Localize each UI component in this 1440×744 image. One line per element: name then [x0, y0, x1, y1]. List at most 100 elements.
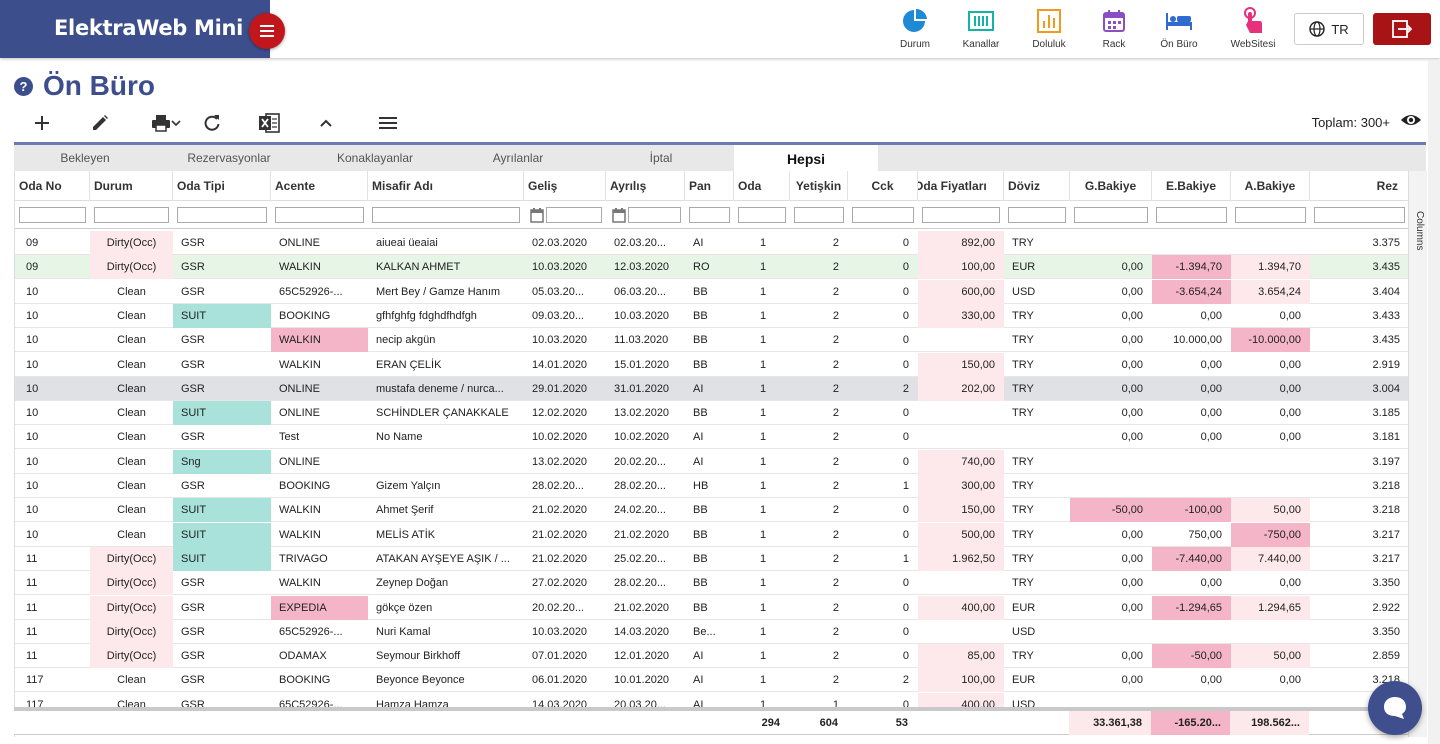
nav-doluluk[interactable]: Doluluk [1017, 6, 1081, 50]
column-filter-input[interactable] [1156, 207, 1227, 223]
table-cell: GSR [181, 650, 205, 663]
nav-websitesi[interactable]: WebSitesi [1221, 6, 1285, 50]
column-header[interactable]: Acente [271, 171, 368, 201]
table-cell: AI [693, 237, 704, 249]
column-header[interactable]: Oda Fiyatları [918, 171, 1004, 201]
calendar-icon[interactable] [612, 207, 626, 223]
column-header[interactable]: A.Bakiye [1231, 171, 1310, 201]
table-cell: 0,00 [1200, 674, 1222, 687]
columns-toggle[interactable]: Columns [1414, 211, 1425, 251]
table-cell: 10 [26, 431, 39, 444]
column-header[interactable]: Pan [685, 171, 734, 201]
table-row[interactable]: 11 Dirty(Occ) GSR WALKIN Zeynep Doğan 27.02.2… [15, 571, 1408, 596]
language-button[interactable]: TR [1294, 13, 1364, 45]
table-row[interactable]: 09 Dirty(Occ) GSR WALKIN KALKAN AHMET 10.03.2… [15, 255, 1408, 280]
column-header[interactable]: Ayrılış [606, 171, 685, 201]
table-cell: 50,00 [1231, 644, 1310, 669]
column-header[interactable]: Oda [734, 171, 790, 201]
table-cell: Clean [117, 309, 146, 322]
main-menu-button[interactable] [249, 13, 285, 49]
edit-button[interactable] [88, 110, 112, 136]
table-row[interactable]: 11 Dirty(Occ) GSR EXPEDIA gökçe özen 20.02.20… [15, 595, 1408, 620]
table-row[interactable]: 10 Clean GSR WALKIN necip akgün 10.03.2020 11.… [15, 328, 1408, 353]
table-cell: Clean [117, 455, 146, 468]
logout-button[interactable] [1373, 13, 1431, 45]
column-header[interactable]: E.Bakiye [1152, 171, 1231, 201]
column-filter-input[interactable] [1074, 207, 1148, 223]
column-header[interactable]: Cck [848, 171, 918, 201]
collapse-button[interactable] [314, 110, 338, 136]
table-row[interactable]: 09 Dirty(Occ) GSR ONLINE aiueai üeaiai 02.03.… [15, 231, 1408, 255]
tab-hepsi[interactable]: Hepsi [734, 145, 878, 173]
table-row[interactable]: 11 Dirty(Occ) GSR ODAMAX Seymour Birkhoff 07.… [15, 644, 1408, 669]
table-row[interactable]: 10 Clean SUIT BOOKING gfhfghfg fdghdfhdfgh 09… [15, 303, 1408, 328]
help-icon[interactable]: ? [14, 76, 33, 96]
table-cell: 1 [760, 358, 767, 371]
tab-bekleyen[interactable]: Bekleyen [60, 151, 110, 165]
column-filter-input[interactable] [689, 207, 730, 223]
table-row[interactable]: 11 Dirty(Occ) SUIT TRIVAGO ATAKAN AYŞEYE AŞI… [15, 546, 1408, 571]
table-row[interactable]: 10 Clean GSR Test No Name 10.02.2020 10.02.202… [15, 425, 1408, 450]
table-row[interactable]: 10 Clean SUIT WALKIN MELİS ATİK 21.02.2020 21.… [15, 522, 1408, 547]
chat-button[interactable] [1368, 681, 1422, 735]
column-header[interactable]: Oda Tipi [173, 171, 271, 201]
column-filter-input[interactable] [794, 207, 844, 223]
column-filter-input[interactable] [546, 207, 602, 223]
column-header[interactable]: Geliş [524, 171, 606, 201]
column-header[interactable]: Oda No [15, 171, 90, 201]
column-filter-input[interactable] [372, 207, 520, 223]
table-cell: 202,00 [918, 376, 1004, 401]
calendar-icon[interactable] [530, 207, 544, 223]
table-row[interactable]: 10 Clean GSR WALKIN ERAN ÇELİK 14.01.2020 15.0… [15, 352, 1408, 377]
chevron-up-icon [320, 119, 332, 127]
table-cell [1152, 474, 1231, 498]
column-filter-input[interactable] [94, 207, 169, 223]
column-filter-input[interactable] [922, 207, 1000, 223]
table-cell: 05.03.20... [532, 285, 584, 298]
nav-kanallar[interactable]: Kanallar [949, 6, 1013, 50]
column-header[interactable]: Durum [90, 171, 173, 201]
table-cell: 09 [26, 237, 39, 249]
excel-export-button[interactable] [256, 110, 282, 136]
column-filter-input[interactable] [177, 207, 267, 223]
print-button[interactable] [146, 110, 186, 136]
list-menu-button[interactable] [376, 110, 400, 136]
table-cell: 1.294,65 [1231, 595, 1310, 620]
column-filter-input[interactable] [1008, 207, 1066, 223]
column-filter-input[interactable] [628, 207, 681, 223]
table-cell: 0 [902, 528, 909, 541]
table-cell: 21.02.2020 [532, 528, 588, 541]
nav-durum[interactable]: Durum [883, 6, 947, 50]
page-scrollbar[interactable] [1428, 60, 1440, 744]
column-filter-input[interactable] [852, 207, 914, 223]
add-button[interactable] [30, 110, 54, 136]
table-row[interactable]: 10 Clean GSR 65C52926-... Mert Bey / Gamze H… [15, 279, 1408, 304]
column-filter-input[interactable] [19, 207, 86, 223]
column-filter-input[interactable] [1235, 207, 1306, 223]
tab-ayrilanlar[interactable]: Ayrılanlar [492, 151, 544, 165]
column-header[interactable]: Döviz [1004, 171, 1070, 201]
column-filter-input[interactable] [275, 207, 364, 223]
table-row[interactable]: 10 Clean GSR ONLINE mustafa deneme / nurca..… [15, 376, 1408, 401]
column-filter-input[interactable] [738, 207, 786, 223]
table-cell: 1 [760, 601, 767, 614]
column-header[interactable]: Misafir Adı [368, 171, 524, 201]
column-header[interactable]: Yetişkin [790, 171, 848, 201]
column-filter-input[interactable] [1314, 207, 1405, 223]
table-row[interactable]: 10 Clean Sng ONLINE 13.02.2020 20.02.20... AI 1… [15, 449, 1408, 474]
column-header[interactable]: Rez [1310, 171, 1408, 201]
nav-rack[interactable]: Rack [1082, 6, 1146, 50]
column-header[interactable]: G.Bakiye [1070, 171, 1152, 201]
refresh-button[interactable] [200, 110, 224, 136]
table-row[interactable]: 11 Dirty(Occ) GSR 65C52926-... Nuri Kamal 10.… [15, 619, 1408, 644]
tab-konaklayanlar[interactable]: Konaklayanlar [336, 151, 414, 165]
table-row[interactable]: 117 Clean GSR BOOKING Beyonce Beyonce 06.01.2… [15, 668, 1408, 693]
table-cell [918, 620, 1004, 644]
table-row[interactable]: 10 Clean GSR BOOKING Gizem Yalçın 28.02.20...… [15, 474, 1408, 498]
nav-on-buro[interactable]: Ön Büro [1147, 6, 1211, 50]
visibility-toggle[interactable] [1400, 112, 1422, 133]
tab-iptal[interactable]: İptal [649, 151, 673, 165]
table-row[interactable]: 10 Clean SUIT ONLINE SCHİNDLER ÇANAKKALE 12.0… [15, 401, 1408, 426]
tab-rezervasyonlar[interactable]: Rezervasyonlar [187, 151, 271, 165]
table-row[interactable]: 10 Clean SUIT WALKIN Ahmet Şerif 21.02.2020 24… [15, 498, 1408, 523]
